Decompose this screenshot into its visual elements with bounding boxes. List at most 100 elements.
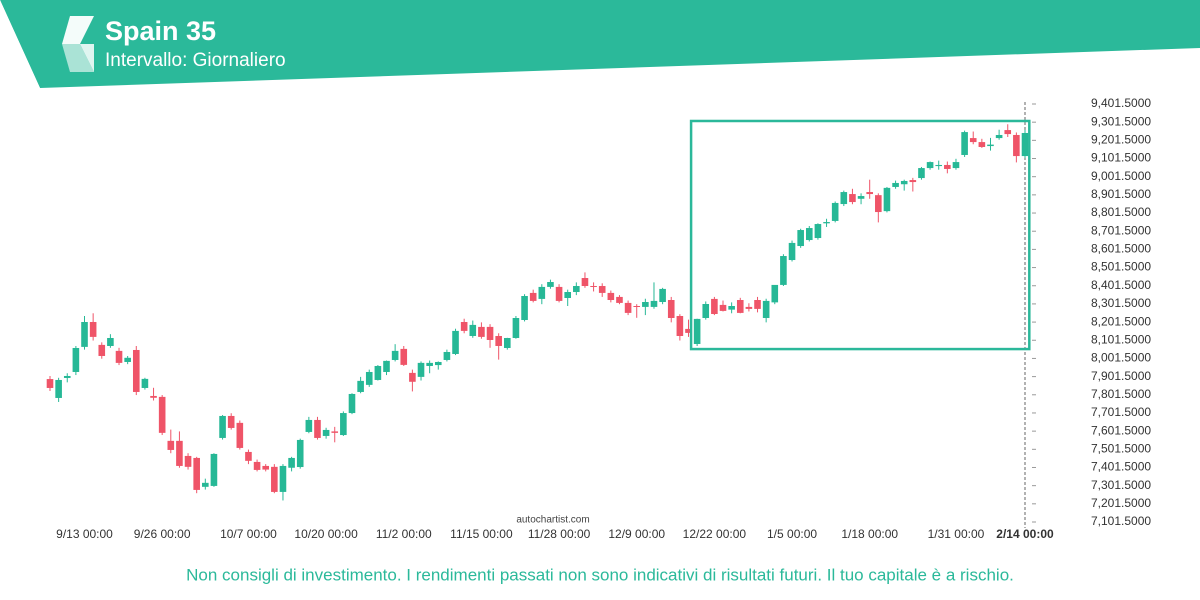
y-tick-label: 7,301.5000 [1091, 478, 1151, 492]
candle-body [788, 242, 796, 261]
y-tick-label: 8,701.5000 [1091, 223, 1151, 237]
disclaimer: Non consigli di investimento. I rendimen… [186, 565, 1014, 584]
candle-body [650, 300, 658, 307]
x-tick-label: 10/7 00:00 [220, 527, 277, 541]
candle-body [202, 482, 209, 487]
candle-body [754, 300, 761, 309]
candle-body [374, 365, 382, 380]
candle-body [452, 330, 459, 354]
candle-body [581, 278, 589, 287]
y-tick-label: 8,401.5000 [1091, 278, 1151, 292]
candle-body [573, 286, 580, 293]
candle-body [633, 306, 641, 308]
candle-body [961, 132, 968, 155]
candle-body [322, 429, 330, 436]
candle-body [124, 357, 131, 362]
candle-body [158, 396, 166, 433]
candle-body [417, 362, 425, 377]
y-tick-label: 7,701.5000 [1091, 405, 1151, 419]
candle-body [719, 304, 727, 311]
candle-body [288, 457, 295, 468]
candle-body [512, 317, 520, 338]
candle-body [728, 306, 735, 310]
candle-body [780, 256, 787, 285]
candle-body [81, 321, 88, 347]
candle-body [348, 393, 356, 414]
y-tick-label: 8,601.5000 [1091, 242, 1151, 256]
candle-body [892, 182, 899, 187]
candle-body [400, 348, 408, 365]
y-tick-label: 8,501.5000 [1091, 260, 1151, 274]
candle-body [857, 196, 865, 199]
candle-body [115, 350, 123, 363]
candle-body [63, 375, 71, 378]
candle-body [521, 296, 528, 320]
y-tick-label: 9,401.5000 [1091, 96, 1151, 110]
candle-body [1021, 132, 1029, 157]
candle-body [987, 144, 994, 147]
candle-body [98, 344, 106, 356]
x-tick-label: 9/13 00:00 [56, 527, 113, 541]
x-tick-label: 12/9 00:00 [608, 527, 665, 541]
candle-body [840, 192, 848, 205]
candle-body [55, 379, 62, 398]
candle-body [340, 413, 347, 436]
candle-body [193, 457, 200, 490]
candle-body [607, 292, 615, 301]
candle-body [952, 162, 960, 169]
y-tick-label: 7,501.5000 [1091, 441, 1151, 455]
y-tick-label: 9,101.5000 [1091, 151, 1151, 165]
candle-body [305, 419, 313, 432]
candle-body [245, 451, 252, 461]
pattern-box [689, 119, 1031, 351]
candle-body [72, 347, 80, 372]
candle-body [909, 180, 917, 183]
candle-body [935, 164, 943, 167]
header-band [0, 0, 1200, 88]
x-tick-label: 1/5 00:00 [767, 527, 817, 541]
y-tick-label: 7,801.5000 [1091, 387, 1151, 401]
candle-body [883, 187, 891, 212]
y-tick-label: 9,001.5000 [1091, 169, 1151, 183]
candle-body [926, 162, 934, 169]
candle-body [564, 292, 571, 299]
x-tick-label: 9/26 00:00 [134, 527, 191, 541]
candle-body [271, 466, 278, 492]
y-tick-label: 7,601.5000 [1091, 423, 1151, 437]
candle-body [762, 300, 770, 318]
chart-title: Spain 35 [105, 16, 216, 46]
candle-body [314, 419, 321, 438]
candle-body [1004, 130, 1012, 135]
candle-body [391, 350, 399, 360]
candle-body [685, 328, 692, 333]
candle-body [616, 296, 623, 303]
y-tick-label: 8,301.5000 [1091, 296, 1151, 310]
candle-body [253, 461, 261, 470]
candle-body [978, 142, 986, 147]
candle-body [150, 395, 157, 398]
candle-body [918, 168, 925, 179]
y-tick-label: 8,101.5000 [1091, 332, 1151, 346]
candle-body [702, 304, 710, 318]
candle-body [296, 439, 304, 468]
x-tick-label: 11/2 00:00 [376, 527, 432, 541]
x-tick-label: 10/20 00:00 [294, 527, 358, 541]
candle-body [409, 372, 416, 382]
candle-body [478, 326, 485, 337]
candle-body [538, 286, 546, 299]
y-tick-label: 8,801.5000 [1091, 205, 1151, 219]
y-tick-label: 7,201.5000 [1091, 496, 1151, 510]
candle-body [590, 286, 597, 288]
candle-body [167, 440, 175, 450]
candle-body [383, 360, 390, 372]
y-tick-label: 9,301.5000 [1091, 114, 1151, 128]
candle-body [504, 337, 511, 348]
x-tick-label: 11/15 00:00 [450, 527, 513, 541]
candle-body [443, 351, 451, 360]
candle-body [357, 380, 364, 392]
candle-body [736, 300, 744, 313]
candle-body [236, 422, 244, 448]
candle-body [262, 465, 270, 470]
candle-body [667, 300, 675, 318]
